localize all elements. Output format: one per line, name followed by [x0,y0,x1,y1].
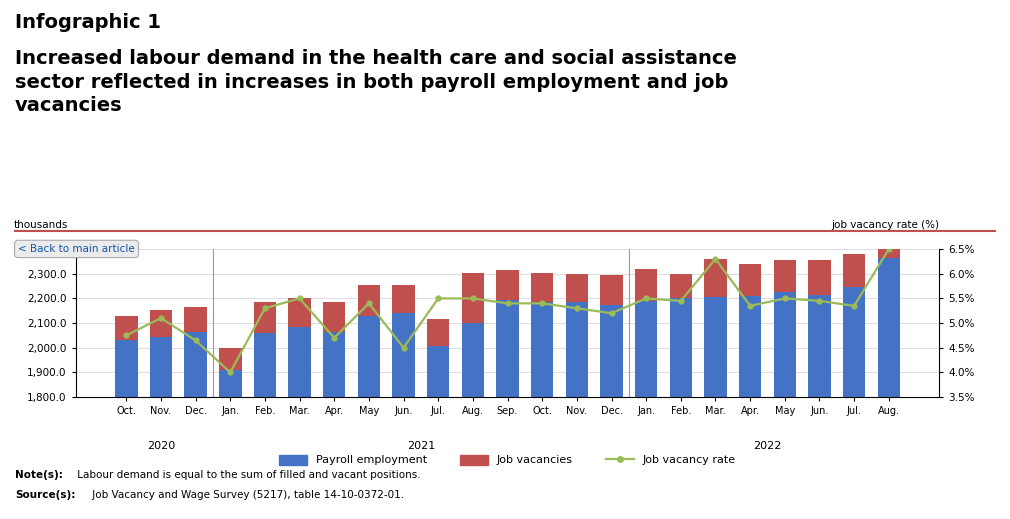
Bar [531,302,553,519]
Bar [219,370,241,519]
Legend: Payroll employment, Job vacancies, Job vacancy rate: Payroll employment, Job vacancies, Job v… [279,455,736,466]
Text: thousands: thousands [13,220,68,230]
Bar [635,301,658,519]
Bar [670,274,692,298]
Text: Infographic 1: Infographic 1 [15,13,162,32]
Bar [358,316,380,519]
Bar [496,299,519,519]
Bar [219,348,241,370]
Text: Note(s):: Note(s): [15,470,63,480]
Text: < Back to main article: < Back to main article [18,244,135,254]
Text: 2022: 2022 [753,442,782,452]
Text: 2020: 2020 [146,442,175,452]
Bar [670,298,692,519]
Bar [496,270,519,299]
Bar [254,333,276,519]
Bar [774,292,796,519]
Bar [808,295,831,519]
Bar [635,269,658,301]
Bar [808,260,831,295]
Bar [392,285,415,313]
Bar [288,327,311,519]
Bar [878,258,900,519]
Bar [427,319,449,347]
Bar [704,259,727,297]
Bar [462,272,484,323]
Bar [843,254,866,288]
Bar [704,297,727,519]
Bar [427,347,449,519]
Bar [843,288,866,519]
Text: Increased labour demand in the health care and social assistance
sector reflecte: Increased labour demand in the health ca… [15,49,737,115]
Text: Source(s):: Source(s): [15,490,76,500]
Bar [739,264,762,296]
Bar [392,313,415,519]
Bar [739,296,762,519]
Bar [149,337,172,519]
Bar [149,309,172,337]
Bar [878,240,900,258]
Bar [184,332,207,519]
Bar [358,285,380,316]
Text: Labour demand is equal to the sum of filled and vacant positions.: Labour demand is equal to the sum of fil… [74,470,420,480]
Bar [254,302,276,333]
Bar [600,275,623,305]
Bar [600,305,623,519]
Text: job vacancy rate (%): job vacancy rate (%) [831,220,939,230]
Bar [184,307,207,332]
Bar [566,274,588,302]
Bar [566,302,588,519]
Text: 2021: 2021 [407,442,435,452]
Bar [774,260,796,292]
Bar [323,332,345,519]
Bar [323,302,345,332]
Bar [462,323,484,519]
Bar [531,272,553,302]
Text: Job Vacancy and Wage Survey (5217), table 14-10-0372-01.: Job Vacancy and Wage Survey (5217), tabl… [89,490,404,500]
Bar [115,340,137,519]
Bar [115,316,137,340]
Bar [288,298,311,327]
